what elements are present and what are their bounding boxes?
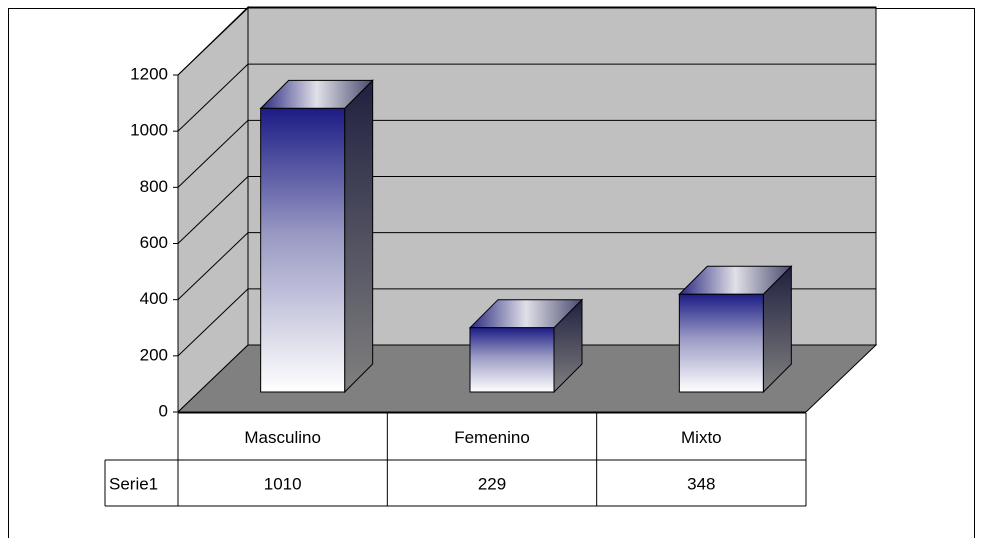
table-value: 229 [478, 474, 506, 493]
grid-line [177, 288, 249, 357]
grid-line [177, 63, 249, 132]
legend-label: Serie1 [109, 474, 158, 493]
grid-line [177, 232, 249, 301]
y-tick-label: 0 [159, 401, 168, 420]
table-value: 1010 [264, 474, 302, 493]
y-tick-label: 800 [140, 177, 168, 196]
bar [469, 327, 555, 393]
bar [260, 107, 346, 393]
x-tick-label: Mixto [681, 428, 722, 447]
bar-side [344, 79, 374, 394]
y-tick-label: 200 [140, 345, 168, 364]
y-tick-label: 400 [140, 289, 168, 308]
y-tick-label: 1000 [130, 121, 168, 140]
grid-line [177, 119, 249, 188]
grid-line [177, 176, 249, 244]
bar [678, 293, 764, 393]
y-tick-label: 1200 [130, 64, 168, 83]
grid-line [177, 7, 249, 76]
y-tick-label: 600 [140, 233, 168, 252]
x-tick-label: Masculino [244, 428, 321, 447]
table-value: 348 [687, 474, 715, 493]
x-tick-label: Femenino [454, 428, 530, 447]
